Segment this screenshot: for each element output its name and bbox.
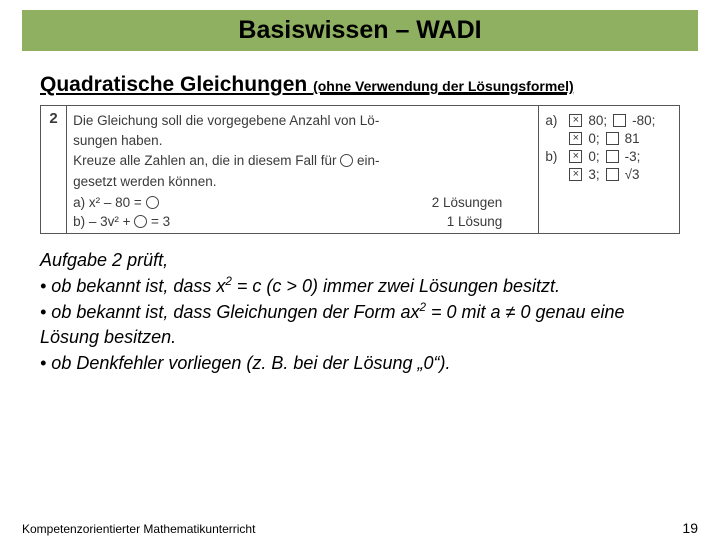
title-bar: Basiswissen – WADI bbox=[22, 10, 698, 51]
blank-circle-icon bbox=[146, 196, 159, 209]
intro-line: gesetzt werden können. bbox=[73, 174, 216, 189]
answer-label: 80; bbox=[588, 113, 607, 128]
answer-label: √3 bbox=[625, 167, 640, 182]
subtitle: Quadratische Gleichungen (ohne Verwendun… bbox=[40, 73, 720, 97]
checkbox-icon[interactable] bbox=[606, 150, 619, 163]
exercise-main: Die Gleichung soll die vorgegebene Anzah… bbox=[67, 106, 539, 234]
checkbox-icon[interactable]: × bbox=[569, 132, 582, 145]
subtitle-main: Quadratische Gleichungen bbox=[40, 73, 313, 96]
explain-lead: Aufgabe 2 prüft, bbox=[40, 248, 680, 272]
answer-label: -3; bbox=[625, 149, 641, 164]
answers-column: a) × 80; -80; × 0; 81 b) × 0; -3; × 3; √3 bbox=[539, 106, 680, 234]
eq-b-left: b) – 3v² + bbox=[73, 214, 134, 229]
footer-left: Kompetenzorientierter Mathematikunterric… bbox=[22, 522, 255, 536]
answer-prefix: a) bbox=[545, 113, 563, 128]
checkbox-icon[interactable] bbox=[606, 168, 619, 181]
checkbox-icon[interactable] bbox=[613, 114, 626, 127]
checkbox-icon[interactable] bbox=[606, 132, 619, 145]
answer-row: × 3; √3 bbox=[545, 167, 673, 182]
exercise-number: 2 bbox=[41, 106, 67, 234]
eq-b-solutions: 1 Lösung bbox=[447, 214, 503, 229]
checkbox-icon[interactable]: × bbox=[569, 150, 582, 163]
answer-row: × 0; 81 bbox=[545, 131, 673, 146]
answer-row: b) × 0; -3; bbox=[545, 149, 673, 164]
blank-circle-icon bbox=[134, 215, 147, 228]
page-number: 19 bbox=[682, 520, 698, 536]
checkbox-icon[interactable]: × bbox=[569, 114, 582, 127]
intro-line: Die Gleichung soll die vorgegebene Anzah… bbox=[73, 113, 379, 128]
exercise-item-b: b) – 3v² + = 3 1 Lösung bbox=[73, 214, 532, 229]
explain-bullet: • ob bekannt ist, dass Gleichungen der F… bbox=[40, 300, 680, 349]
answer-prefix: b) bbox=[545, 149, 563, 164]
answer-label: -80; bbox=[632, 113, 655, 128]
exercise-table: 2 Die Gleichung soll die vorgegebene Anz… bbox=[40, 105, 680, 234]
page-title: Basiswissen – WADI bbox=[22, 16, 698, 45]
explain-bullet: • ob Denkfehler vorliegen (z. B. bei der… bbox=[40, 351, 680, 375]
explanation: Aufgabe 2 prüft, • ob bekannt ist, dass … bbox=[40, 248, 680, 375]
exercise-item-a: a) x² – 80 = 2 Lösungen bbox=[73, 195, 532, 210]
table-row: 2 Die Gleichung soll die vorgegebene Anz… bbox=[41, 106, 680, 234]
eq-b-left2: = 3 bbox=[147, 214, 170, 229]
answer-label: 81 bbox=[625, 131, 640, 146]
intro-line: Kreuze alle Zahlen an, die in diesem Fal… bbox=[73, 153, 340, 168]
intro-line: sungen haben. bbox=[73, 133, 162, 148]
subtitle-paren: (ohne Verwendung der Lösungsformel) bbox=[313, 78, 574, 94]
checkbox-icon[interactable]: × bbox=[569, 168, 582, 181]
eq-a-solutions: 2 Lösungen bbox=[432, 195, 503, 210]
intro-line: ein- bbox=[353, 153, 379, 168]
answer-label: 0; bbox=[588, 149, 599, 164]
explain-bullet: • ob bekannt ist, dass x2 = c (c > 0) im… bbox=[40, 274, 680, 298]
answer-label: 3; bbox=[588, 167, 599, 182]
answer-label: 0; bbox=[588, 131, 599, 146]
blank-circle-icon bbox=[340, 154, 353, 167]
eq-a-left: a) x² – 80 = bbox=[73, 195, 145, 210]
answer-row: a) × 80; -80; bbox=[545, 113, 673, 128]
